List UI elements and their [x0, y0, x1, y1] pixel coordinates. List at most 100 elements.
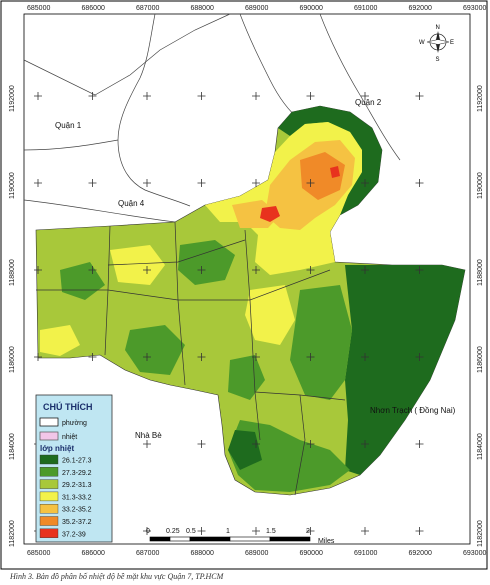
east-label: E	[450, 40, 454, 46]
grid-cross	[197, 92, 206, 100]
y-tick-label-right: 1184000	[477, 433, 484, 460]
scale-bar-label: 1.5	[266, 528, 276, 535]
x-tick-label-top: 692000	[409, 5, 432, 12]
grid-cross	[361, 179, 369, 187]
scale-bar-label: 0	[146, 528, 150, 535]
legend-class-label: 27.3-29.2	[62, 470, 92, 477]
grid-cross	[143, 92, 151, 100]
scale-bar-label: 0.25	[166, 528, 180, 535]
y-tick-label-left: 1184000	[9, 433, 16, 460]
x-axis-ticks-bottom: 685000 686000 687000 688000 689000 690000 6910…	[27, 550, 486, 557]
heat-class-darkgreen-north	[278, 106, 382, 215]
label-nha-be: Nhà Bè	[135, 431, 162, 440]
scale-bar-segments	[149, 536, 311, 542]
legend-title: CHÚ THÍCH	[43, 401, 93, 412]
legend-class-label: 29.2-31.3	[62, 482, 92, 489]
grid-cross	[143, 353, 151, 361]
y-tick-label-right: 1182000	[477, 520, 484, 547]
heat-class-midgreen-south	[228, 420, 350, 492]
heat-class-darkgreen-south	[228, 430, 262, 470]
legend-class-label: 33.2-35.2	[62, 507, 92, 514]
grid-cross	[306, 179, 315, 187]
y-tick-label-left: 1190000	[9, 172, 16, 199]
legend-item-swatch	[39, 431, 59, 441]
scale-bar-label: 2	[306, 528, 310, 535]
district-outlines	[23, 13, 401, 223]
ward-boundaries	[36, 221, 346, 496]
grid-cross	[197, 179, 206, 187]
legend-class-swatch	[39, 467, 59, 477]
grid-cross	[306, 527, 315, 535]
y-tick-label-right: 1190000	[477, 172, 484, 199]
grid-cross	[415, 92, 424, 100]
north-label: N	[436, 25, 440, 31]
x-tick-label-bottom: 687000	[136, 550, 159, 557]
x-tick-label-top: 686000	[82, 5, 105, 12]
south-label: S	[436, 57, 440, 63]
legend-class-swatch	[39, 479, 59, 489]
boundary-quan1-north	[23, 13, 231, 96]
grid-cross	[415, 353, 424, 361]
scale-bar: 0 0.25 0.5 1 1.5 2 Miles	[146, 528, 335, 545]
grid-cross	[252, 266, 260, 274]
heat-class-midgreen-b	[125, 325, 185, 375]
grid-cross	[252, 179, 260, 187]
grid-cross	[88, 179, 97, 187]
grid-cross	[415, 527, 424, 535]
heat-class-midgreen-c	[60, 262, 105, 300]
x-tick-label-top: 689000	[245, 5, 268, 12]
grid-cross	[415, 179, 424, 187]
grid-cross	[252, 353, 260, 361]
grid-cross	[88, 92, 97, 100]
legend-class-swatch	[39, 504, 59, 514]
scale-bar-segment	[189, 536, 231, 542]
y-tick-label-left: 1186000	[9, 346, 16, 373]
heat-class-darkgreen-east	[345, 265, 465, 475]
legend-class-swatch	[39, 516, 59, 526]
grid-cross	[143, 440, 151, 448]
scale-bar-segment	[149, 536, 171, 542]
x-tick-label-top: 685000	[27, 5, 50, 12]
grid-cross	[34, 179, 42, 187]
legend-class-label: 37.2-39	[62, 531, 86, 538]
grid-cross	[252, 527, 260, 535]
heat-class-red-hotspot	[260, 206, 280, 222]
grid-cross	[361, 353, 369, 361]
legend-item-label: phường	[62, 420, 87, 427]
boundary-quan4-south	[23, 199, 176, 223]
heat-class-orange	[300, 152, 345, 200]
north-arrow-icon: N S E W	[419, 25, 454, 63]
grid-cross	[197, 440, 206, 448]
grid-cross	[306, 440, 315, 448]
scale-bar-segment	[269, 536, 311, 542]
scale-bar-segment	[169, 536, 191, 542]
grid-cross	[88, 266, 97, 274]
grid-cross	[361, 440, 369, 448]
heat-map-district7	[35, 105, 466, 496]
x-tick-label-bottom: 693000	[463, 550, 486, 557]
x-tick-label-bottom: 691000	[354, 550, 377, 557]
legend-subtitle: lớp nhiệt	[40, 444, 74, 453]
x-tick-label-bottom: 688000	[191, 550, 214, 557]
label-nhon-trach: Nhơn Trạch ( Đồng Nai)	[370, 406, 456, 415]
legend-class-swatch	[39, 454, 59, 465]
legend-class-swatch	[39, 528, 59, 538]
legend-class-label: 26.1-27.3	[62, 458, 92, 465]
legend-classes: 26.1-27.3 27.3-29.2 29.2-31.3 31.3-33.2 33.2…	[39, 454, 92, 538]
grid-cross	[34, 353, 42, 361]
y-tick-label-left: 1188000	[9, 259, 16, 286]
heat-class-yellow-sw	[40, 325, 80, 356]
label-quan1: Quận 1	[55, 121, 82, 130]
y-tick-label-right: 1186000	[477, 346, 484, 373]
x-tick-label-bottom: 692000	[409, 550, 432, 557]
x-axis-ticks-top: 685000 686000 687000 688000 689000 690000 6910…	[27, 5, 486, 12]
legend: CHÚ THÍCH phường nhiệt lớp nhiệt 26.1-27.…	[35, 394, 113, 543]
x-tick-label-top: 688000	[191, 5, 214, 12]
grid-cross	[361, 92, 369, 100]
grid-cross	[361, 266, 369, 274]
legend-items: phường nhiệt	[39, 417, 87, 441]
grid-cross	[415, 266, 424, 274]
heat-class-yellow-center	[245, 285, 295, 345]
boundary-quan2-west	[239, 13, 301, 121]
